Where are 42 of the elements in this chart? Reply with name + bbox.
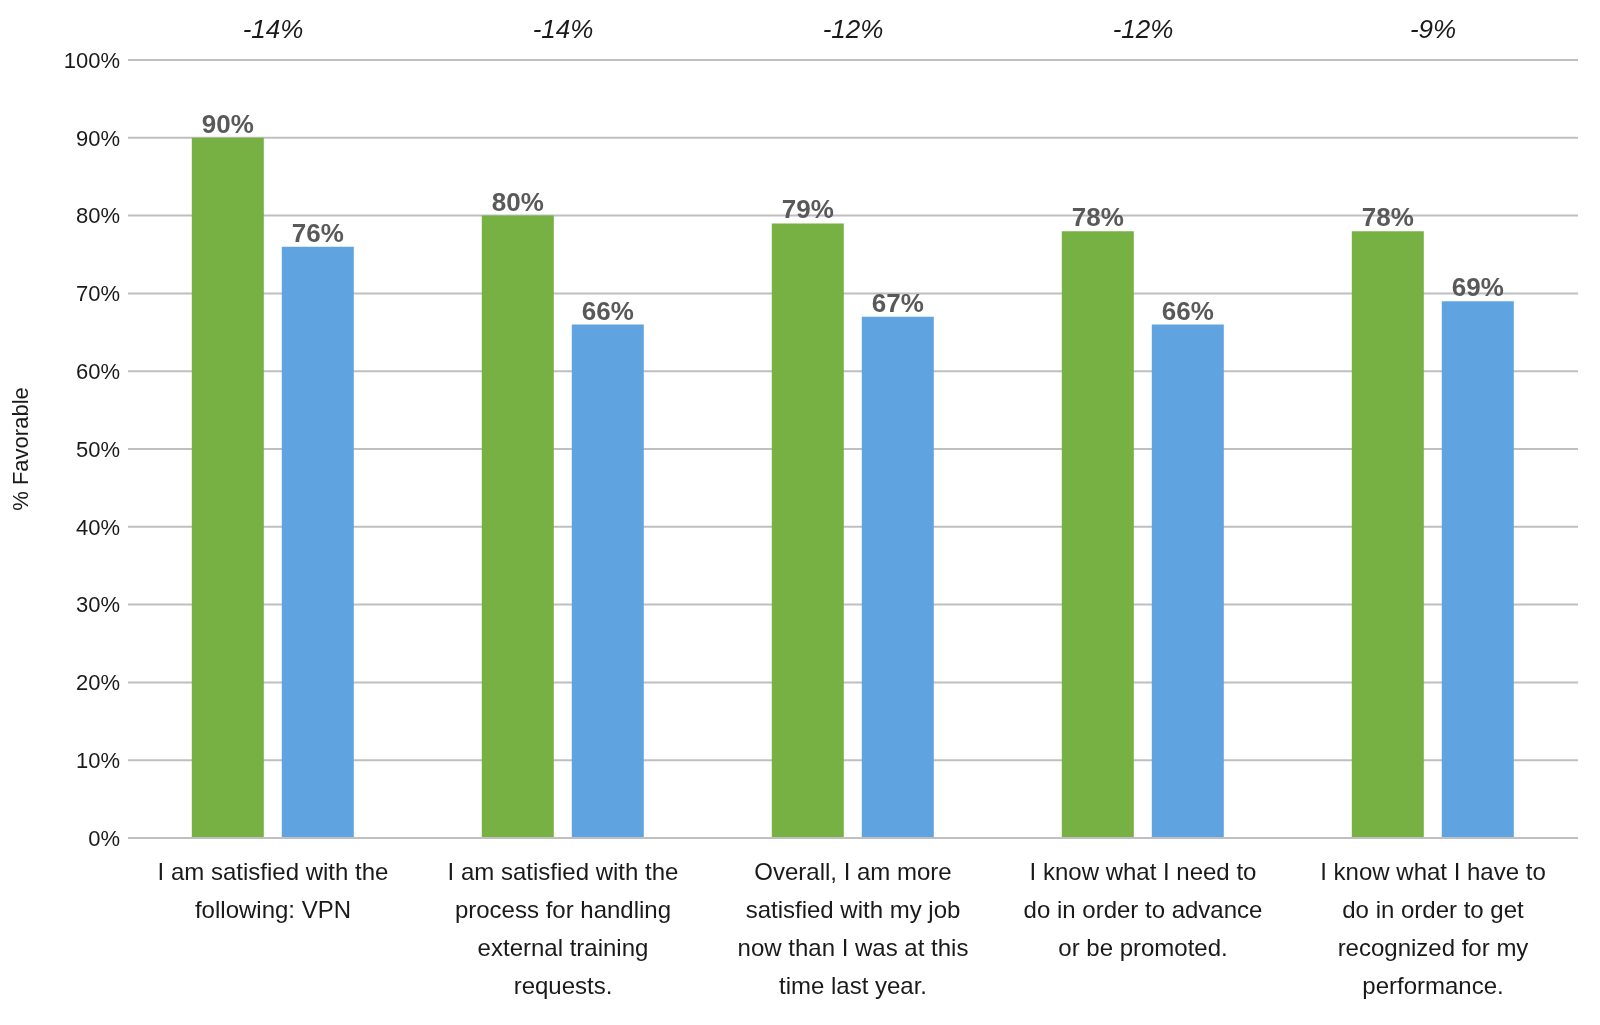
y-tick-label: 10%: [75, 748, 120, 774]
text: -14%: [241, 14, 305, 45]
text: -12%: [821, 14, 885, 45]
text: -9%: [1408, 14, 1458, 45]
y-axis-title: % Favorable: [7, 387, 33, 511]
x-tick-label: I know what I need to do in order to advance or be promoted.: [1023, 858, 1263, 961]
bar: [1351, 231, 1424, 838]
x-tick-label: I am satisfied with the following: VPN: [157, 858, 389, 923]
y-tick-label: 80%: [75, 203, 120, 229]
text: -14%: [531, 14, 595, 45]
bar: [771, 223, 844, 838]
bar: [861, 316, 934, 838]
data-label: 67%: [871, 287, 924, 318]
data-label: 66%: [581, 295, 634, 326]
data-label: 79%: [781, 194, 834, 225]
data-label: 69%: [1451, 272, 1504, 303]
data-label: 80%: [491, 186, 544, 217]
bar: [481, 215, 554, 838]
x-tick-label: I know what I have to do in order to get recognized for my performance.: [1320, 858, 1546, 999]
y-tick-label: 70%: [75, 281, 120, 307]
x-tick-label: Overall, I am more satisfied with my job now than I was at this time last year.: [737, 858, 969, 999]
bar: [191, 137, 264, 838]
bar: [1061, 231, 1134, 838]
bar: [571, 324, 644, 838]
y-tick-label: 50%: [75, 436, 120, 462]
y-tick-label: 30%: [75, 592, 120, 618]
x-tick-label: I am satisfied with the process for handling external training requests.: [447, 858, 679, 999]
data-label: 78%: [1361, 202, 1414, 233]
y-tick-label: 40%: [75, 514, 120, 540]
y-tick-label: 0%: [88, 825, 120, 851]
data-label: 78%: [1071, 202, 1124, 233]
bar: [1441, 301, 1514, 838]
data-label: 76%: [291, 217, 344, 248]
bar: [1151, 324, 1224, 838]
y-tick-label: 90%: [75, 125, 120, 151]
y-tick-label: 60%: [75, 359, 120, 385]
bar: [281, 246, 354, 838]
data-label: 90%: [201, 108, 254, 139]
text: -12%: [1111, 14, 1175, 45]
data-label: 66%: [1161, 295, 1214, 326]
y-tick-label: 100%: [63, 47, 120, 73]
y-tick-label: 20%: [75, 670, 120, 696]
